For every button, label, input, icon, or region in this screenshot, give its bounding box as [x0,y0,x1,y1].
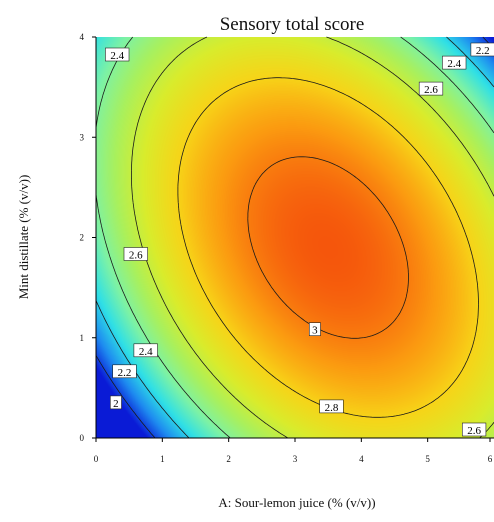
axes: 0 1 2 3 4 5 6 0 1 2 3 4 [80,32,494,464]
heatmap-surface [96,37,494,438]
contour-label-box [123,247,148,261]
chart-title: Sensory total score [220,14,365,35]
contour-label-text: 2.6 [424,84,438,96]
x-tick-label: 0 [94,454,99,464]
x-tick-label: 6 [488,454,493,464]
contour-label-box [319,399,344,414]
contour-label-box [105,47,130,62]
contour-label: 2.2 [470,42,494,57]
x-tick-label: 4 [359,454,364,464]
contour-label-text: 2.4 [110,50,124,62]
contour-label: 2.6 [418,81,444,96]
contour-label-text: 2.2 [118,367,132,379]
contour-label-box [133,343,158,358]
contour-label: 2.4 [133,343,158,358]
contour-label-box [112,364,137,379]
x-axis-label: A: Sour-lemon juice (% (v/v)) [218,495,375,510]
contour-label-text: 2.2 [476,45,490,57]
contour-line-2 [95,36,494,439]
contour-label: 2.4 [105,47,130,62]
contour-label-box [110,395,122,410]
contour-label: 2.2 [112,364,137,379]
y-tick-label: 3 [80,132,85,142]
contour-label: 2.6 [123,247,148,262]
x-tick-label: 1 [160,454,165,464]
contour-line-2-4 [95,36,494,439]
contour-label-text: 2.4 [139,346,153,358]
contour-label-text: 2.8 [325,402,339,414]
contour-label-box [470,42,494,57]
contour-label: 2.6 [461,422,487,437]
contour-label: 2.8 [319,399,344,414]
contour-line-2-6 [131,36,494,439]
contour-label-box [461,422,487,437]
contour-label-box [418,81,444,96]
contour-label: 3 [308,322,321,337]
contour-line-2-8 [177,77,479,418]
contour-label-text: 3 [312,325,318,337]
contour-lines [95,36,494,439]
contour-label-box [442,55,467,70]
x-tick-label: 3 [293,454,298,464]
contour-label: 2.4 [442,55,467,70]
contour-label-text: 2.4 [447,58,461,70]
plot-area: 2.4 2.2 2.4 2.6 2.6 3 2.4 2.2 2 2.8 2.6 [95,36,494,439]
y-axis-label: Mint distillate (% (v/v)) [16,175,31,300]
y-tick-label: 4 [80,32,85,42]
y-tick-label: 2 [80,233,85,243]
y-tick-label: 0 [80,433,85,443]
y-tick-label: 1 [80,333,85,343]
contour-label-text: 2 [113,398,119,410]
contour-labels: 2.4 2.2 2.4 2.6 2.6 3 2.4 2.2 2 2.8 2.6 [105,42,494,437]
contour-label-text: 2.6 [467,425,481,437]
contour-line-3 [247,156,409,339]
x-tick-label: 2 [226,454,231,464]
contour-label: 2 [110,395,122,410]
x-tick-label: 5 [425,454,430,464]
contour-label-text: 2.6 [129,250,143,262]
contour-label-box [308,322,321,337]
